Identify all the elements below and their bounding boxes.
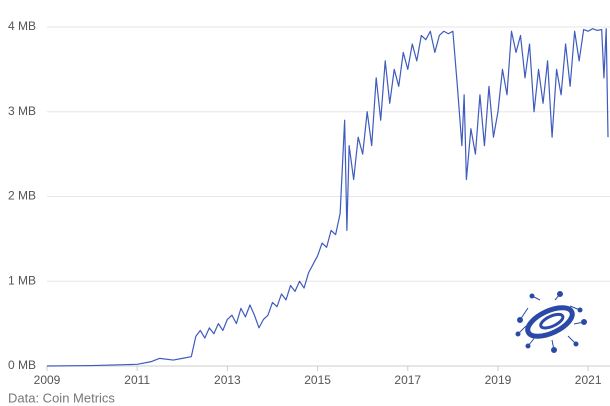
x-tick-label: 2009 bbox=[34, 373, 61, 387]
logo bbox=[515, 291, 587, 353]
x-tick-label: 2017 bbox=[394, 373, 421, 387]
x-tick-label: 2015 bbox=[304, 373, 331, 387]
source-note: Data: Coin Metrics bbox=[8, 390, 115, 405]
y-tick-label: 2 MB bbox=[8, 189, 36, 203]
x-tick-label: 2019 bbox=[485, 373, 512, 387]
y-tick-label: 1 MB bbox=[8, 273, 36, 287]
y-tick-label: 3 MB bbox=[8, 104, 36, 118]
y-tick-label: 4 MB bbox=[8, 19, 36, 33]
x-tick-label: 2013 bbox=[214, 373, 241, 387]
x-tick-label: 2011 bbox=[124, 373, 150, 387]
y-tick-label: 0 MB bbox=[8, 358, 36, 372]
x-tick-label: 2021 bbox=[575, 373, 602, 387]
data-line bbox=[46, 28, 609, 367]
